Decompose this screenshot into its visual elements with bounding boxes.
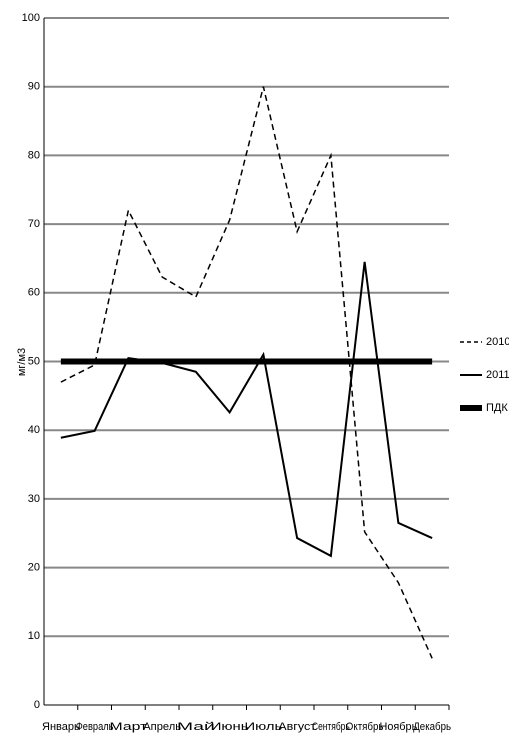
y-tick-label: 20 [28, 562, 40, 574]
series-line [60, 86, 433, 659]
y-tick-label: 60 [28, 287, 40, 299]
y-tick-label: 90 [28, 81, 40, 93]
x-tick-label: Август [278, 721, 316, 733]
legend-label: ПДК [486, 402, 508, 414]
y-tick-label: 0 [34, 699, 40, 711]
y-tick-label: 100 [22, 12, 40, 24]
y-tick-label: 50 [28, 355, 40, 367]
x-tick-label: Май [177, 721, 215, 733]
legend-label: 2011 [486, 369, 509, 381]
y-tick-label: 80 [28, 149, 40, 161]
x-tick-label: Декабрь [413, 721, 451, 733]
legend-label: 2010 [486, 336, 509, 348]
x-tick-label: Октябрь [346, 721, 384, 733]
y-tick-label: 30 [28, 493, 40, 505]
x-tick-label: Ноябрь [380, 721, 418, 733]
x-tick-label: Июль [245, 721, 283, 733]
x-tick-label: Июнь [211, 721, 249, 733]
x-tick-label: Апрель [143, 721, 181, 733]
x-tick-label: Сентябрь [312, 721, 350, 733]
y-tick-label: 70 [28, 218, 40, 230]
y-axis-label: мг/м3 [16, 348, 28, 376]
y-tick-label: 10 [28, 630, 40, 642]
x-tick-label: Январь [42, 721, 80, 733]
y-tick-label: 40 [28, 424, 40, 436]
x-tick-label: Февраль [76, 721, 114, 733]
x-tick-label: Март [110, 721, 148, 733]
series-line [60, 261, 433, 558]
